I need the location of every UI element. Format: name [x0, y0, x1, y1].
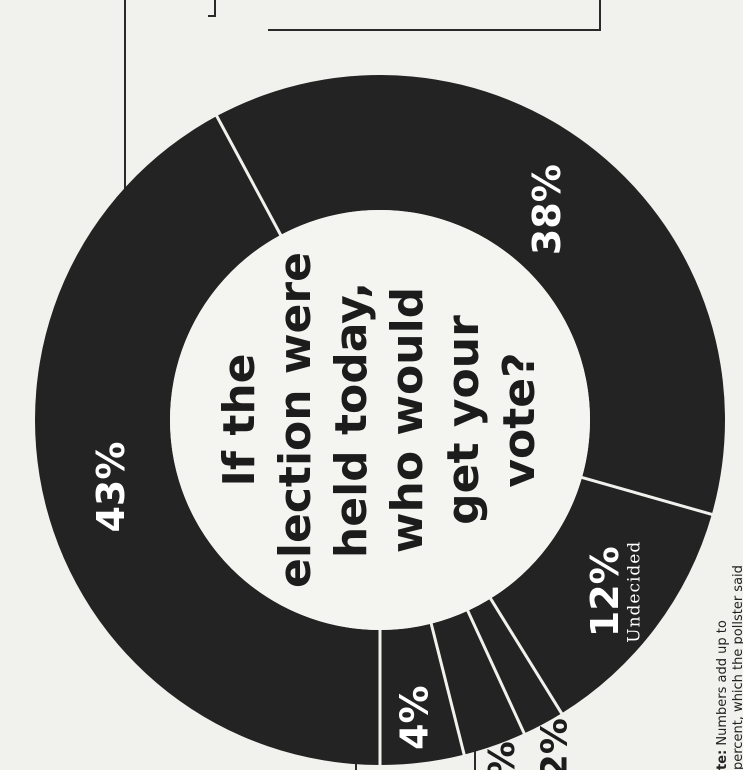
slice-label-group: 12%Undecided [583, 541, 645, 643]
slice-label: 38% [525, 164, 569, 255]
chart-title-line: election were [270, 252, 321, 588]
donut-slice [380, 623, 465, 765]
slice-label-group: 4% [392, 685, 436, 750]
slice-dividers [214, 113, 715, 767]
slice-divider [429, 621, 467, 757]
donut-slice [467, 598, 562, 734]
slice-label: 3% [482, 741, 523, 770]
slice-divider [214, 113, 283, 238]
chart-title-line: get your [438, 315, 489, 525]
slice-label: 4% [392, 685, 436, 750]
leader-line-top-right [208, 0, 216, 17]
slice-label: 12% [583, 546, 627, 637]
slice-label-group: 38% [525, 164, 569, 255]
donut-slices [34, 75, 726, 766]
slice-sublabel: Undecided [624, 541, 644, 643]
slice-divider [465, 608, 527, 736]
slice-label: 2% [534, 718, 575, 770]
center-question: If the election were held today, who would g… [214, 252, 545, 588]
chart-title-line: If the [214, 353, 265, 486]
chart-title-line: vote? [494, 352, 545, 487]
chart-title-line: held today, [326, 282, 377, 558]
footnote-prefix: te: [715, 750, 730, 770]
donut-slice [490, 477, 712, 714]
chart-title-line: who would [382, 287, 433, 553]
slice-label-group: 3% [482, 741, 523, 770]
slice-divider [488, 596, 564, 716]
slice-label-group: 43% [89, 442, 133, 533]
chart-title: If the election were held today, who would g… [214, 252, 545, 588]
footnote-line-2: percent, which the pollster said [731, 565, 743, 770]
slice-labels: 43% 38% 12%Undecided 2% 3% 4% [89, 164, 645, 770]
donut-slice [216, 75, 726, 515]
footnote-line-1-text: Numbers add up to [715, 620, 730, 750]
donut-slice [431, 610, 525, 755]
donut-slice [34, 116, 381, 766]
footnote-line-1: te: Numbers add up to [715, 620, 730, 770]
donut-center [170, 210, 590, 630]
leader-line-right [268, 0, 601, 31]
footnote: te: Numbers add up to percent, which the… [715, 565, 743, 770]
slice-label: 43% [89, 442, 133, 533]
slice-label-group: 2% [534, 718, 575, 770]
slice-divider [579, 475, 715, 517]
